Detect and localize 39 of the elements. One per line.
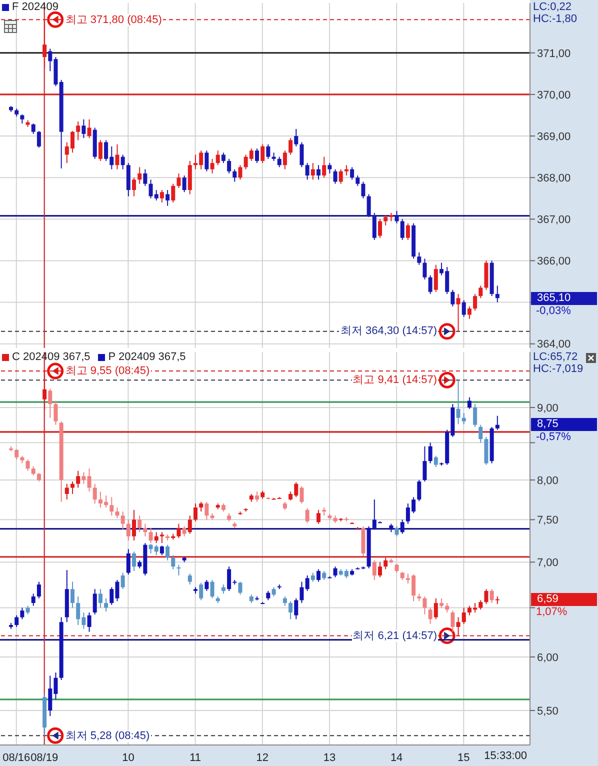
text: 6,59 (531, 592, 597, 606)
annotation: 최고 9,55 (08:45) (64, 365, 151, 378)
x-tick-label: 15 (458, 752, 470, 764)
text: LC:65,72 (533, 351, 578, 363)
y-tick-label: 367,00 (537, 214, 571, 226)
text: HC:-1,80 (533, 13, 578, 25)
x-tick-label: 13 (323, 752, 336, 764)
y-tick-label: 9,00 (537, 402, 558, 414)
y-tick-label: 370,00 (537, 89, 571, 102)
annotation: 최저 6,21 (14:57) (352, 630, 438, 642)
annotation: 최고 9,41 (14:57) (352, 374, 438, 386)
y-tick-label: 364,00 (537, 338, 571, 351)
x-tick-label: 11 (190, 752, 202, 764)
y-tick-label: 369,00 (537, 130, 571, 143)
x-tick-label: 12 (256, 752, 269, 764)
text: 365,10 (531, 292, 597, 305)
text: 8,75 (531, 418, 597, 432)
y-tick-label: 371,00 (537, 48, 571, 60)
text: HC:-7,019 (533, 363, 584, 375)
text: -0,03% (536, 304, 571, 317)
y-tick-label: 8,00 (537, 474, 558, 487)
y-tick-label: 366,00 (537, 256, 571, 268)
y-tick-label: 6,00 (537, 652, 558, 664)
y-tick-label: 7,50 (537, 514, 558, 527)
x-tick-label: 08/19 (30, 752, 58, 764)
text: -0,57% (536, 431, 571, 444)
y-tick-label: 368,00 (537, 172, 571, 184)
text: 1,07% (536, 606, 568, 618)
x-tick-label: 10 (122, 752, 134, 764)
annotation: 최저 364,30 (14:57) (339, 325, 438, 338)
text: LC:0,22 (533, 1, 572, 13)
annotation: 최고 371,80 (08:45) (64, 14, 163, 26)
legend-label: P 202409 367,5 (108, 351, 186, 363)
text: 15:33:00 (484, 750, 527, 762)
y-tick-label: 7,00 (537, 557, 558, 570)
y-tick-label: 5,50 (537, 705, 558, 718)
annotation: 최저 5,28 (08:45) (64, 730, 151, 742)
x-tick-label: 08/16 (2, 752, 30, 764)
x-tick-label: 14 (390, 752, 403, 764)
